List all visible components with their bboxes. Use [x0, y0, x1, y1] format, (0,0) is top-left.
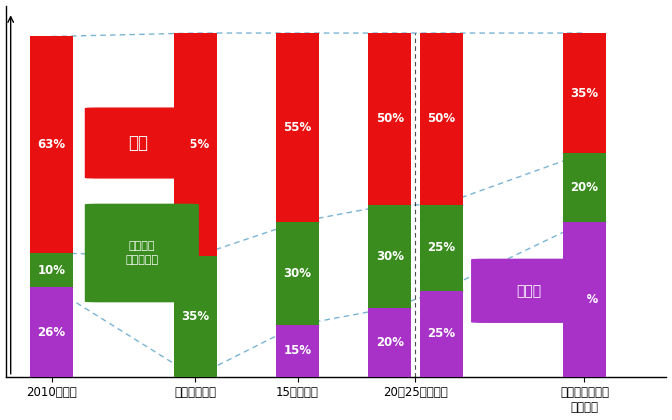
- Bar: [419, 33, 462, 205]
- Text: 30%: 30%: [284, 267, 312, 280]
- Text: 26%: 26%: [38, 326, 66, 339]
- Text: 65%: 65%: [181, 138, 209, 151]
- Text: 50%: 50%: [427, 113, 455, 126]
- Text: 火力: 火力: [128, 134, 148, 152]
- Bar: [30, 37, 73, 253]
- Text: 10%: 10%: [38, 264, 66, 277]
- Text: 45%: 45%: [571, 293, 599, 306]
- Bar: [30, 253, 73, 287]
- Bar: [276, 325, 319, 377]
- Bar: [30, 287, 73, 377]
- Text: 55%: 55%: [284, 121, 312, 134]
- Text: 20%: 20%: [571, 181, 599, 194]
- Bar: [563, 153, 606, 222]
- Bar: [419, 291, 462, 377]
- Bar: [368, 205, 411, 308]
- Text: 30%: 30%: [376, 250, 404, 263]
- Text: 15%: 15%: [284, 344, 312, 357]
- Text: 35%: 35%: [571, 87, 599, 100]
- Bar: [368, 33, 411, 205]
- Bar: [563, 222, 606, 377]
- Bar: [419, 205, 462, 291]
- Text: 63%: 63%: [38, 138, 66, 151]
- Bar: [276, 222, 319, 325]
- Text: 20%: 20%: [376, 336, 404, 349]
- FancyBboxPatch shape: [472, 260, 587, 322]
- Text: 50%: 50%: [376, 113, 404, 126]
- FancyBboxPatch shape: [85, 108, 190, 178]
- Text: 原子力: 原子力: [517, 284, 542, 298]
- FancyBboxPatch shape: [85, 205, 198, 302]
- Bar: [173, 33, 216, 257]
- Bar: [368, 308, 411, 377]
- Bar: [276, 33, 319, 222]
- Text: 25%: 25%: [427, 241, 455, 255]
- Bar: [173, 257, 216, 377]
- Bar: [563, 33, 606, 153]
- Text: 再生可能
エネルギー: 再生可能 エネルギー: [125, 241, 159, 265]
- Text: 35%: 35%: [181, 310, 209, 323]
- Text: 25%: 25%: [427, 327, 455, 340]
